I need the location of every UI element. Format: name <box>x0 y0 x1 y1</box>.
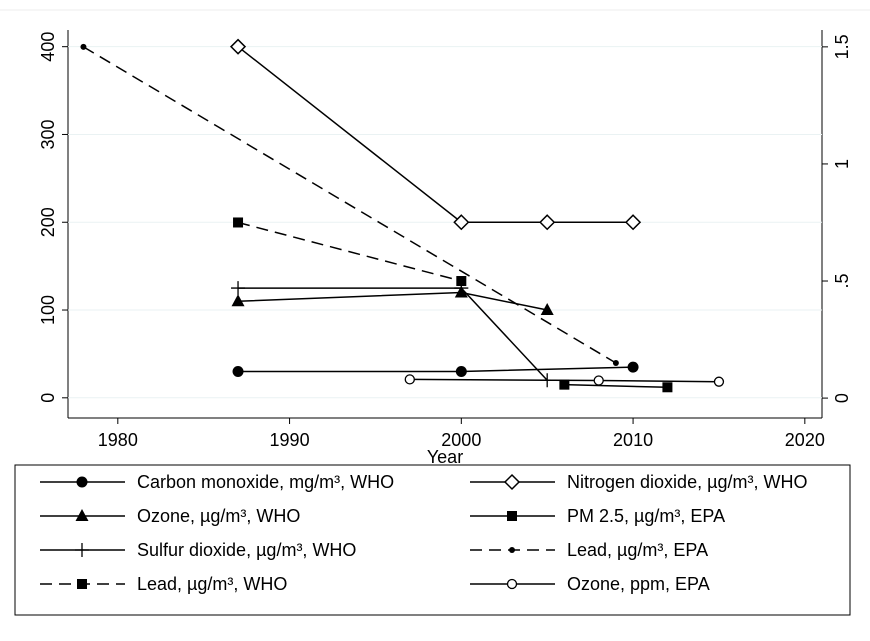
marker <box>539 214 556 231</box>
marker <box>559 379 570 390</box>
marker <box>612 359 619 366</box>
marker <box>404 374 415 385</box>
marker <box>229 38 247 55</box>
marker <box>713 376 725 387</box>
y-tick-label: 0 <box>38 393 58 403</box>
legend-marker <box>503 473 521 491</box>
marker <box>231 294 245 307</box>
legend-marker <box>509 547 515 553</box>
legend-label: Carbon monoxide, mg/m³, WHO <box>137 472 394 492</box>
series-line <box>564 383 668 389</box>
x-tick-label: 1980 <box>98 430 138 450</box>
x-tick-label: 1990 <box>270 430 310 450</box>
legend-label: Lead, µg/m³, EPA <box>567 540 708 560</box>
series-line <box>237 221 462 282</box>
marker <box>80 43 87 50</box>
x-axis-title: Year <box>427 447 463 467</box>
y-tick-label: 100 <box>38 295 58 325</box>
marker <box>231 281 246 296</box>
marker <box>662 382 673 393</box>
legend-label: Nitrogen dioxide, µg/m³, WHO <box>567 472 807 492</box>
marker <box>453 214 470 231</box>
marker <box>627 361 639 373</box>
legend-marker <box>506 578 518 590</box>
y2-tick-label: 1.5 <box>832 34 852 59</box>
legend-marker <box>77 579 87 589</box>
y-tick-label: 200 <box>38 207 58 237</box>
marker <box>233 217 244 228</box>
legend-label: Lead, µg/m³, WHO <box>137 574 287 594</box>
y2-tick-label: 0 <box>832 393 852 403</box>
legend-box <box>14 464 851 616</box>
legend-label: Ozone, µg/m³, WHO <box>137 506 300 526</box>
x-tick-label: 2020 <box>785 430 825 450</box>
legend-marker <box>75 509 89 521</box>
marker <box>625 214 642 231</box>
marker <box>456 276 467 287</box>
legend-label: Sulfur dioxide, µg/m³, WHO <box>137 540 356 560</box>
marker <box>593 375 604 386</box>
y2-tick-label: 1 <box>832 159 852 169</box>
y-tick-label: 400 <box>38 32 58 62</box>
x-tick-label: 2010 <box>613 430 653 450</box>
marker <box>455 365 467 377</box>
y-tick-label: 300 <box>38 119 58 149</box>
marker <box>540 303 554 316</box>
legend-label: Ozone, ppm, EPA <box>567 574 710 594</box>
legend-marker <box>507 511 517 521</box>
legend-label: PM 2.5, µg/m³, EPA <box>567 506 725 526</box>
y2-tick-label: .5 <box>832 274 852 289</box>
series-line <box>237 46 634 223</box>
legend-marker <box>76 476 88 488</box>
series-line <box>83 46 617 364</box>
x-tick-label: 2000 <box>441 430 481 450</box>
legend-marker <box>75 543 89 557</box>
marker <box>232 365 244 377</box>
